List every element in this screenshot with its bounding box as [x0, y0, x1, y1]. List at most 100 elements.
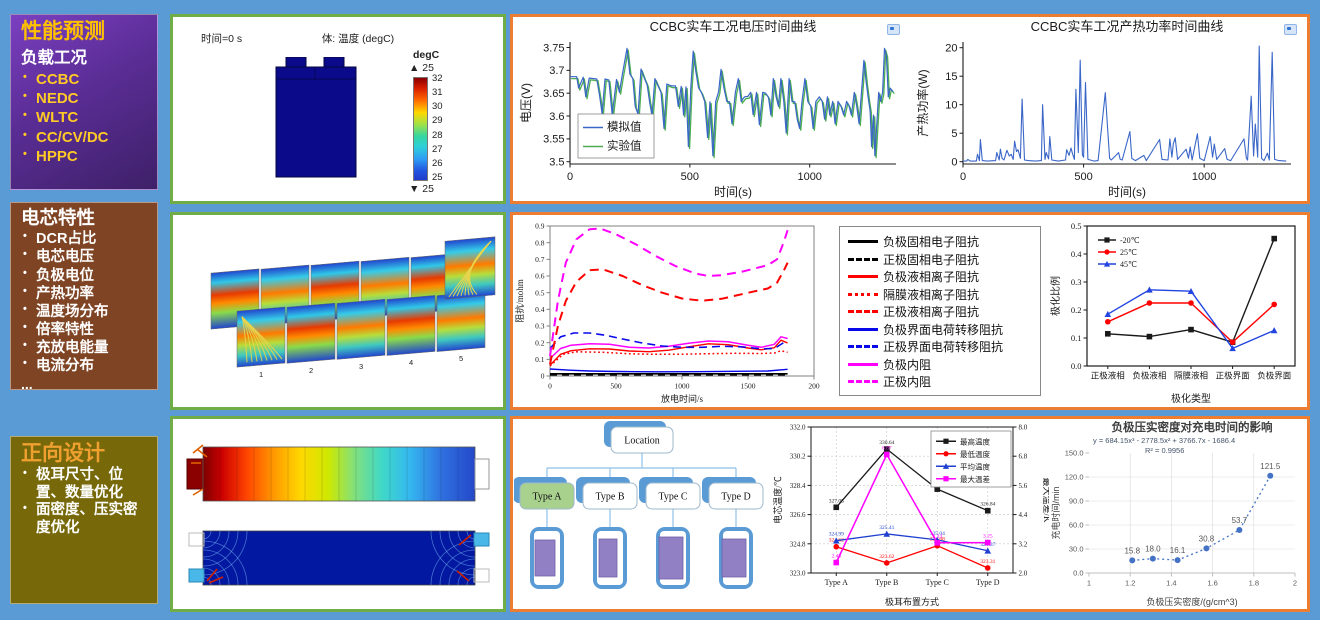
svg-text:最大温差: 最大温差	[960, 474, 990, 484]
svg-text:3.2: 3.2	[1019, 540, 1028, 548]
svg-text:1: 1	[259, 370, 263, 379]
temperature-colorbar	[413, 77, 428, 181]
svg-text:0.7: 0.7	[535, 255, 545, 264]
legend-line-swatch	[848, 362, 878, 366]
list-item: DCR占比	[21, 230, 149, 248]
svg-text:0.3: 0.3	[535, 322, 545, 331]
panel-design-optimization: Location Type A Type B Type C Type D Type A T…	[510, 416, 1310, 612]
list-item: NEDC	[21, 89, 149, 108]
svg-text:2.43: 2.43	[831, 554, 841, 560]
svg-text:120.0: 120.0	[1065, 473, 1084, 482]
polarization-svg: 正极液相 负极液相 隔膜液相 正极界面 负极界面 0.0 0.1 0.2 0.3 0.4 0.5 极化…	[1049, 221, 1296, 405]
svg-text:30.0: 30.0	[1069, 545, 1084, 554]
svg-text:最高温度: 最高温度	[960, 436, 990, 446]
svg-text:4.4: 4.4	[1019, 511, 1028, 519]
svg-text:3.24: 3.24	[932, 534, 942, 540]
svg-text:90.0: 90.0	[1069, 497, 1084, 506]
voltage-time-chart: 0 500 1000 3.5 3.55 3.6 3.65 3.7 3.75 CCBC实车工况电压时…	[513, 17, 910, 201]
svg-text:121.5: 121.5	[1260, 462, 1281, 471]
svg-text:2.0: 2.0	[1019, 569, 1028, 577]
svg-text:模拟值: 模拟值	[607, 120, 642, 134]
svg-text:6.8: 6.8	[1019, 453, 1028, 461]
svg-text:CCBC实车工况产热功率时间曲线: CCBC实车工况产热功率时间曲线	[1030, 19, 1223, 34]
svg-text:18.0: 18.0	[1145, 545, 1161, 554]
svg-text:y = 684.15x³ - 2778.5x² + 3766: y = 684.15x³ - 2778.5x² + 3766.7x - 1686…	[1093, 436, 1235, 445]
svg-text:2: 2	[1293, 579, 1297, 588]
legend-label: 隔膜液相离子阻抗	[883, 287, 980, 302]
svg-text:0.5: 0.5	[1071, 221, 1082, 231]
svg-text:332.0: 332.0	[790, 423, 806, 431]
legend-line-swatch	[848, 240, 878, 243]
legend-line-swatch	[848, 310, 878, 313]
svg-text:最低温度: 最低温度	[960, 449, 990, 459]
legend-line-swatch	[848, 327, 878, 331]
colorbar-unit: degC	[413, 49, 440, 61]
svg-text:3.7: 3.7	[549, 65, 564, 77]
legend-label: 正极液相离子阻抗	[883, 305, 980, 319]
svg-text:500: 500	[610, 382, 622, 391]
colorbar-tick: 25	[432, 171, 443, 183]
svg-text:4: 4	[409, 358, 413, 367]
legend-item: 隔膜液相离子阻抗	[848, 285, 1034, 303]
svg-text:324.99: 324.99	[829, 532, 844, 538]
svg-text:隔膜液相: 隔膜液相	[1174, 371, 1208, 381]
svg-text:负极压实密度对充电时间的影响: 负极压实密度对充电时间的影响	[1112, 420, 1273, 434]
colorbar-tick: 26	[432, 157, 443, 169]
svg-text:1.2: 1.2	[1125, 579, 1135, 588]
svg-text:阻抗/mohm: 阻抗/mohm	[514, 279, 525, 323]
plot-window-icon	[887, 24, 900, 35]
list-item: 电流分布	[21, 357, 149, 375]
svg-text:15.8: 15.8	[1124, 546, 1140, 555]
legend-line-swatch	[848, 275, 878, 278]
colorbar-min-marker: ▼ 25	[409, 183, 434, 195]
svg-text:Type A: Type A	[825, 578, 848, 587]
svg-text:3.6: 3.6	[549, 111, 564, 123]
svg-text:30.8: 30.8	[1199, 534, 1215, 543]
panel-tab-temperature-field	[170, 416, 506, 612]
svg-text:Type C: Type C	[658, 492, 687, 503]
panel-impedance-analysis: 0 500 1000 1500 200 0 0.1 0.2 0.3 0.4 0.5 0.6 0.7 0.8…	[510, 212, 1310, 410]
box2-ellipsis: ...	[21, 376, 33, 393]
tree-node	[519, 482, 575, 510]
svg-text:1.4: 1.4	[1166, 579, 1176, 588]
polarization-ratio-chart: 正极液相 负极液相 隔膜液相 正极界面 负极界面 0.0 0.1 0.2 0.3 0.4 0.5 极化…	[1049, 216, 1307, 406]
list-item: 产热功率	[21, 285, 149, 303]
box3-items: 极耳尺寸、位置、数量优化 面密度、压实密度优化	[21, 467, 149, 538]
sidebar-box-forward-design: 正向设计 极耳尺寸、位置、数量优化 面密度、压实密度优化	[10, 436, 158, 604]
tab-location-tree: Location Type A Type B Type C Type D	[513, 419, 771, 609]
legend-item: 正极固相电子阻抗	[848, 250, 1034, 268]
svg-text:0.1: 0.1	[1071, 333, 1082, 343]
svg-text:Type B: Type B	[875, 578, 898, 587]
sim-plot-label: 体: 温度 (degC)	[321, 33, 395, 45]
svg-text:325.04: 325.04	[930, 531, 945, 537]
legend-label: 正极界面电荷转移阻抗	[883, 340, 1004, 354]
svg-text:R² = 0.9956: R² = 0.9956	[1145, 446, 1184, 455]
svg-text:电芯温度/℃: 电芯温度/℃	[772, 476, 783, 524]
svg-text:正极液相: 正极液相	[1091, 371, 1125, 381]
colorbar-tick: 30	[432, 101, 443, 113]
voltage-svg: 0 500 1000 3.5 3.55 3.6 3.65 3.7 3.75 CCBC实车工况电压时…	[519, 19, 896, 199]
svg-text:1000: 1000	[1191, 171, 1215, 183]
svg-text:328.4: 328.4	[790, 482, 806, 490]
svg-text:1.8: 1.8	[1249, 579, 1259, 588]
svg-text:3.55: 3.55	[543, 134, 564, 146]
colorbar-ticks: 32 31 30 29 28 27 26 25	[432, 73, 443, 183]
list-item: 倍率特性	[21, 321, 149, 339]
legend-line-swatch	[848, 345, 878, 348]
legend-item: 负极内阻	[848, 355, 1034, 373]
legend-label: 正极固相电子阻抗	[883, 252, 980, 267]
svg-text:极化比例: 极化比例	[1049, 276, 1062, 316]
list-item: CCBC	[21, 70, 149, 89]
impedance-time-chart: 0 500 1000 1500 200 0 0.1 0.2 0.3 0.4 0.5 0.6 0.7 0.8…	[513, 216, 831, 406]
sidebar-box-cell-characteristics: 电芯特性 DCR占比 电芯电压 负极电位 产热功率 温度场分布 倍率特性 充放电…	[10, 202, 158, 393]
tree-node	[610, 426, 674, 454]
legend-label: 负极内阻	[883, 357, 932, 372]
svg-text:324.8: 324.8	[790, 540, 806, 548]
legend-label: 负极液相离子阻抗	[883, 270, 980, 284]
plot-window-icon	[1284, 24, 1297, 35]
box2-title: 电芯特性	[21, 207, 96, 228]
svg-text:323.31: 323.31	[980, 559, 995, 565]
svg-text:5: 5	[951, 128, 957, 140]
svg-text:326.84: 326.84	[980, 502, 995, 508]
legend-item: 负极固相电子阻抗	[848, 233, 1034, 251]
